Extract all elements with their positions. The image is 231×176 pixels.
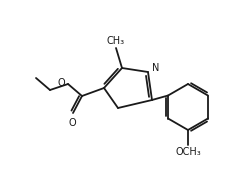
Text: OCH₃: OCH₃ [175,147,201,157]
Text: CH₃: CH₃ [107,36,125,46]
Text: O: O [68,118,76,128]
Text: N: N [152,63,159,73]
Text: O: O [57,78,65,88]
